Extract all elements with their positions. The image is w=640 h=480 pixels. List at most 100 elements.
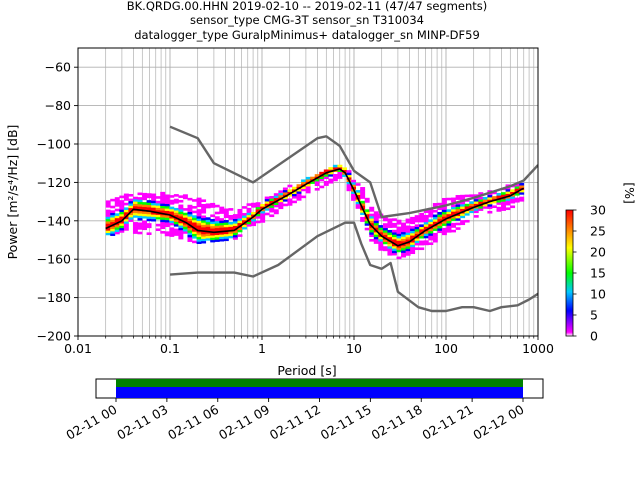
- heatmap-cell: [346, 170, 352, 173]
- heatmap-cell: [132, 199, 138, 202]
- heatmap-cell: [232, 221, 238, 224]
- heatmap-cell: [110, 233, 116, 236]
- heatmap-cell: [373, 215, 379, 219]
- heatmap-cell: [369, 227, 375, 231]
- heatmap-cell: [232, 214, 238, 217]
- heatmap-cell: [128, 205, 134, 209]
- heatmap-cell: [360, 189, 366, 192]
- heatmap-cell: [382, 239, 388, 242]
- heatmap-cell: [169, 218, 175, 221]
- heatmap-cell: [441, 227, 447, 231]
- heatmap-cell: [487, 201, 493, 205]
- heatmap-cell: [255, 209, 261, 212]
- heatmap-cell: [351, 193, 357, 197]
- heatmap-cell: [114, 201, 120, 205]
- heatmap-cell: [319, 171, 325, 175]
- heatmap-cell: [428, 219, 434, 222]
- heatmap-cell: [369, 229, 375, 233]
- heatmap-cell: [337, 176, 343, 179]
- heatmap-cell: [237, 213, 243, 217]
- heatmap-cell: [260, 208, 266, 212]
- heatmap-cell: [328, 171, 334, 175]
- heatmap-cell: [132, 222, 138, 225]
- heatmap-cell: [214, 234, 220, 238]
- heatmap-cell: [432, 232, 438, 236]
- heatmap-cell: [387, 225, 393, 228]
- heatmap-cell: [360, 187, 366, 190]
- colorbar-gradient: [565, 209, 574, 337]
- heatmap-cell: [460, 208, 466, 212]
- heatmap-cell: [482, 203, 488, 207]
- heatmap-cell: [196, 209, 202, 212]
- heatmap-cell: [160, 205, 166, 209]
- heatmap-cell: [182, 228, 188, 232]
- heatmap-cell: [232, 225, 238, 229]
- heatmap-cell: [364, 213, 370, 217]
- heatmap-cell: [441, 223, 447, 226]
- heatmap-cell: [160, 219, 166, 223]
- heatmap-cell: [196, 216, 202, 219]
- heatmap-cell: [382, 218, 388, 222]
- heatmap-cell: [160, 207, 166, 211]
- heatmap-cell: [505, 200, 511, 204]
- heatmap-cell: [123, 207, 129, 210]
- heatmap-cell: [323, 180, 329, 184]
- heatmap-cell: [196, 234, 202, 238]
- heatmap-cell: [496, 209, 502, 212]
- heatmap-cell: [151, 209, 157, 213]
- heatmap-cell: [519, 189, 525, 193]
- heatmap-cell: [414, 224, 420, 227]
- heatmap-cell: [223, 231, 229, 235]
- heatmap-cell: [287, 189, 293, 192]
- heatmap-cell: [437, 230, 443, 234]
- heatmap-cell: [223, 226, 229, 230]
- heatmap-cell: [410, 221, 416, 225]
- heatmap-cell: [237, 222, 243, 226]
- heatmap-cell: [242, 226, 247, 230]
- heatmap-cell: [296, 184, 302, 187]
- heatmap-cell: [173, 230, 179, 234]
- heatmap-cell: [164, 201, 170, 204]
- heatmap-cell: [187, 227, 193, 231]
- heatmap-cell: [214, 227, 220, 231]
- heatmap-cell: [455, 208, 461, 212]
- heatmap-cell: [387, 236, 393, 240]
- heatmap-cell: [196, 241, 202, 245]
- heatmap-cell: [132, 205, 138, 209]
- heatmap-cell: [460, 220, 466, 223]
- heatmap-cell: [351, 191, 357, 194]
- heatmap-cell: [151, 205, 157, 208]
- heatmap-cell: [155, 200, 161, 204]
- heatmap-cell: [132, 210, 138, 214]
- heatmap-cell: [401, 241, 407, 244]
- heatmap-cell: [273, 193, 279, 196]
- ppsd-plot-area: 0.01 0.1 1 10 100 1000 −60 −80 −100 −120 −140 −160…: [5, 47, 554, 378]
- heatmap-cell: [487, 210, 493, 214]
- heatmap-cell: [196, 222, 202, 226]
- heatmap-cell: [441, 221, 447, 224]
- heatmap-cell: [192, 219, 197, 223]
- heatmap-cell: [346, 188, 352, 192]
- heatmap-cell: [137, 224, 143, 228]
- heatmap-cell: [382, 232, 388, 236]
- heatmap-cell: [223, 224, 229, 228]
- heatmap-cell: [128, 193, 134, 197]
- heatmap-cell: [491, 191, 497, 195]
- timeline-tick-label: 02-11 15: [318, 402, 374, 443]
- heatmap-cell: [110, 219, 116, 223]
- heatmap-cell: [478, 206, 484, 209]
- heatmap-cell: [164, 219, 170, 223]
- heatmap-cell: [278, 201, 284, 205]
- timeline-used-bar: [116, 387, 523, 398]
- heatmap-cell: [519, 198, 525, 202]
- heatmap-cell: [460, 197, 466, 200]
- heatmap-cell: [369, 239, 375, 242]
- heatmap-cell: [441, 230, 447, 233]
- heatmap-cell: [164, 231, 170, 234]
- heatmap-cell: [223, 233, 229, 237]
- x-tick-label: 1000: [522, 341, 554, 356]
- timeline-tick-label: 02-11 18: [369, 402, 425, 443]
- timeline-tick-label: 02-11 03: [114, 402, 170, 443]
- heatmap-cell: [455, 195, 461, 198]
- heatmap-cell: [192, 235, 197, 239]
